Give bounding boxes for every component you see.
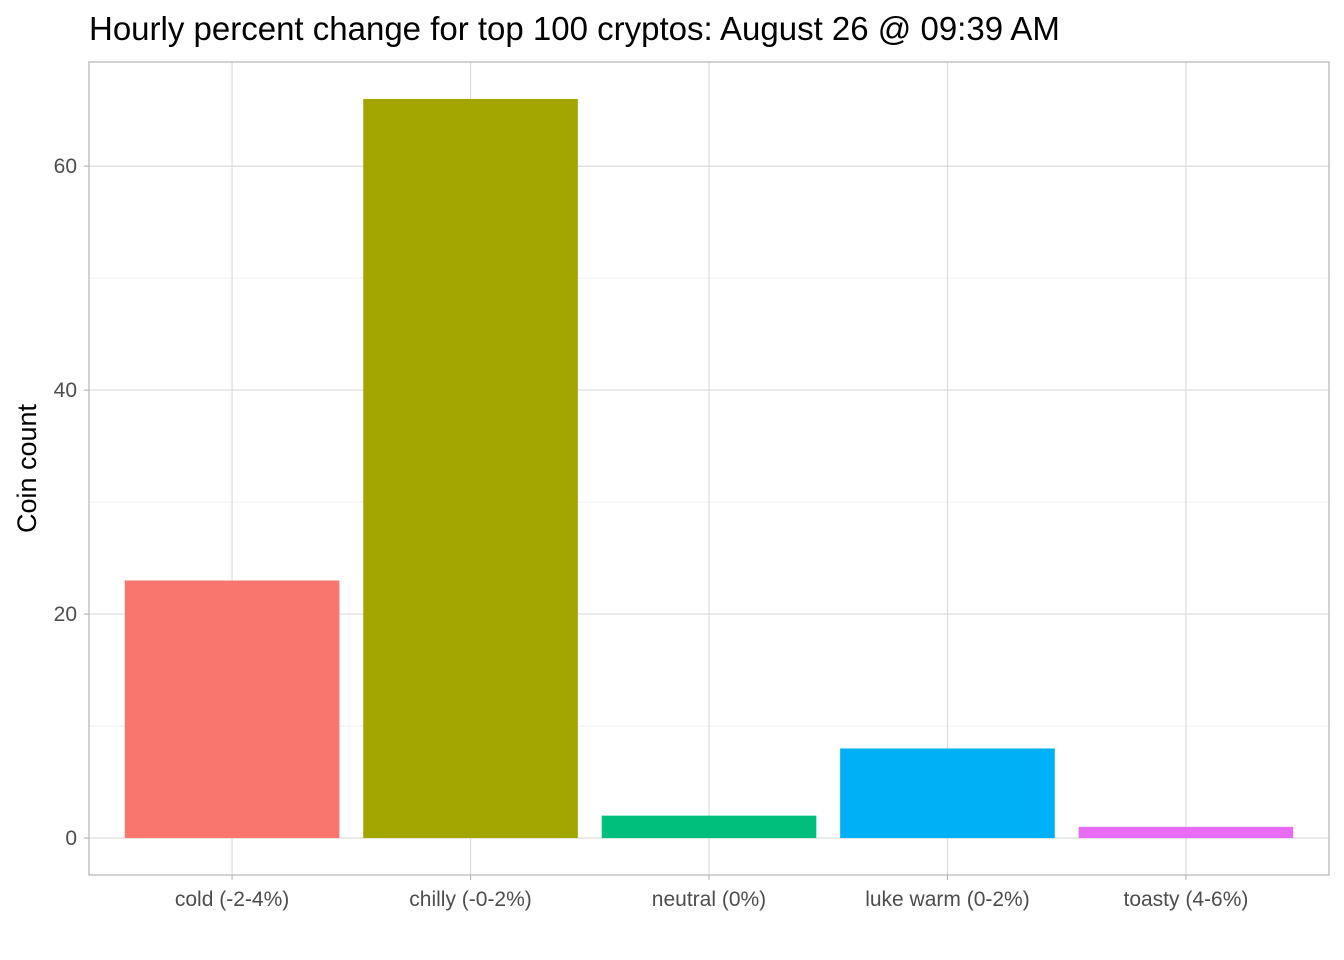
x-tick-label: neutral (0%) [652, 888, 766, 911]
bar-4 [840, 748, 1055, 839]
bars [124, 98, 1294, 839]
x-tick-label: cold (-2-4%) [175, 888, 289, 911]
bar-3 [601, 815, 817, 839]
y-tick-label: 20 [54, 603, 77, 626]
bar-5 [1078, 826, 1294, 839]
y-tick-label: 40 [54, 379, 77, 402]
x-tick-label: chilly (-0-2%) [409, 888, 532, 911]
bar-1 [124, 580, 340, 839]
y-axis-ticks: 0 20 40 60 [54, 155, 89, 850]
x-tick-label: toasty (4-6%) [1123, 888, 1248, 911]
x-axis-ticks: cold (-2-4%) chilly (-0-2%) neutral (0%) lu… [175, 875, 1248, 911]
x-tick-label: luke warm (0-2%) [865, 888, 1030, 911]
y-tick-label: 60 [54, 155, 77, 178]
bar-2 [363, 98, 578, 839]
y-axis-label: Coin count [12, 403, 42, 533]
y-tick-label: 0 [65, 827, 77, 850]
chart-title: Hourly percent change for top 100 crypto… [89, 10, 1060, 47]
